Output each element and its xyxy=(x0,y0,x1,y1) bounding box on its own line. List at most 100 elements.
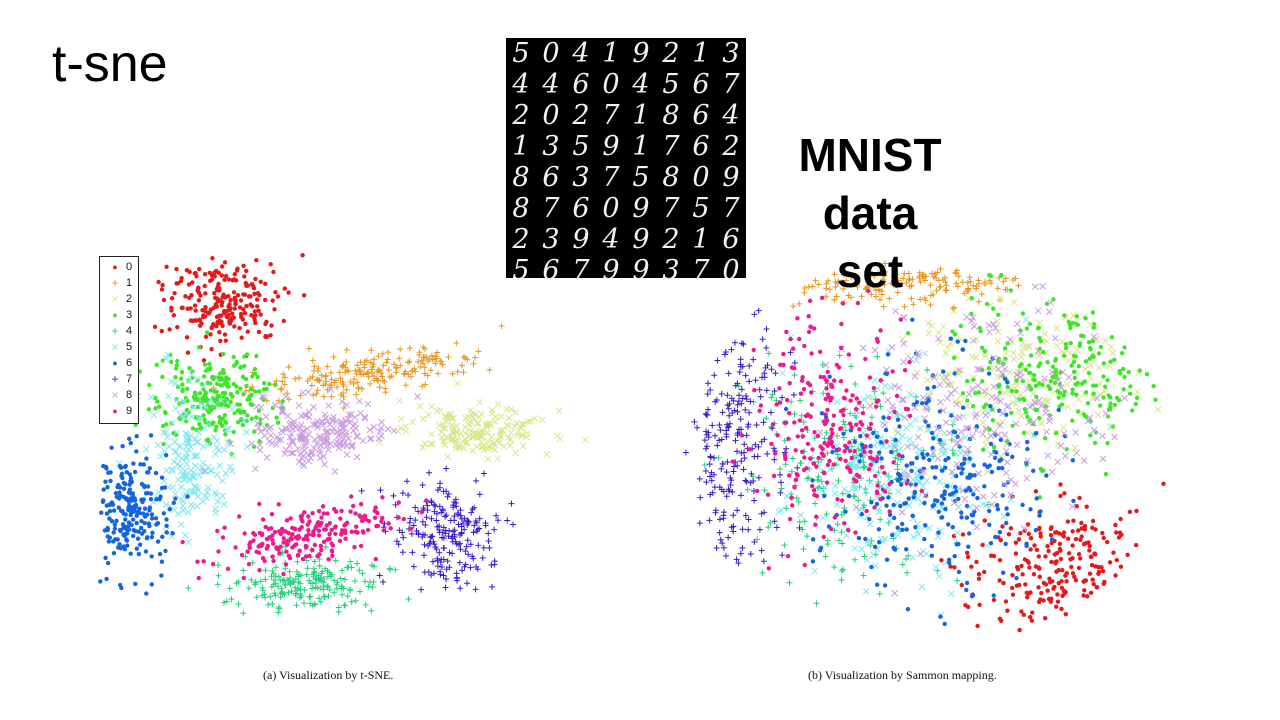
digit-sample: 2 xyxy=(512,224,530,255)
scatter-point-5 xyxy=(173,397,181,404)
scatter-point-8 xyxy=(1057,442,1065,450)
scatter-point-0 xyxy=(301,293,307,298)
scatter-point-6 xyxy=(163,453,169,458)
scatter-point-1 xyxy=(365,369,372,376)
scatter-point-3 xyxy=(1112,402,1118,408)
scatter-point-0 xyxy=(1073,536,1079,542)
scatter-point-7 xyxy=(432,502,439,509)
scatter-point-2 xyxy=(1102,337,1109,344)
scatter-point-6 xyxy=(938,614,943,619)
scatter-point-3 xyxy=(1064,447,1069,452)
scatter-point-4 xyxy=(271,590,278,597)
scatter-point-0 xyxy=(226,304,231,309)
scatter-point-9 xyxy=(825,407,830,413)
scatter-point-3 xyxy=(1033,407,1038,412)
scatter-point-0 xyxy=(1107,560,1113,565)
scatter-point-8 xyxy=(979,493,987,500)
scatter-point-3 xyxy=(261,381,267,386)
scatter-point-4 xyxy=(286,568,293,575)
scatter-point-6 xyxy=(153,516,159,521)
scatter-point-8 xyxy=(994,365,1002,373)
scatter-point-3 xyxy=(1106,393,1111,398)
scatter-point-1 xyxy=(382,385,389,392)
scatter-point-4 xyxy=(840,566,847,573)
scatter-point-5 xyxy=(184,508,192,516)
scatter-point-0 xyxy=(982,569,987,575)
scatter-point-9 xyxy=(363,517,369,522)
scatter-point-7 xyxy=(438,534,445,541)
scatter-point-0 xyxy=(186,282,192,287)
scatter-point-0 xyxy=(1076,552,1082,557)
scatter-point-9 xyxy=(375,510,380,516)
scatter-point-9 xyxy=(201,559,206,564)
scatter-point-6 xyxy=(998,437,1003,442)
scatter-point-0 xyxy=(1090,518,1096,524)
scatter-point-6 xyxy=(895,525,900,530)
scatter-point-2 xyxy=(429,440,436,448)
scatter-point-6 xyxy=(104,576,109,582)
scatter-point-0 xyxy=(1058,556,1064,562)
scatter-point-3 xyxy=(234,359,239,365)
scatter-point-0 xyxy=(180,305,185,310)
scatter-point-7 xyxy=(714,442,721,449)
scatter-point-3 xyxy=(1008,288,1014,293)
scatter-point-9 xyxy=(786,436,791,441)
scatter-point-4 xyxy=(795,499,802,506)
scatter-point-1 xyxy=(280,371,287,378)
scatter-point-5 xyxy=(194,493,202,500)
scatter-point-4 xyxy=(312,584,319,591)
scatter-point-7 xyxy=(428,515,435,522)
scatter-point-6 xyxy=(117,464,123,469)
scatter-point-3 xyxy=(991,306,996,311)
scatter-point-7 xyxy=(485,530,492,537)
scatter-point-3 xyxy=(976,390,982,395)
scatter-point-0 xyxy=(1061,530,1067,535)
scatter-point-9 xyxy=(216,549,221,554)
scatter-point-5 xyxy=(203,494,211,502)
scatter-point-0 xyxy=(183,294,188,299)
scatter-point-0 xyxy=(238,311,244,317)
scatter-point-9 xyxy=(358,515,364,520)
scatter-point-0 xyxy=(219,313,224,318)
scatter-point-0 xyxy=(1028,590,1033,595)
digit-sample: 0 xyxy=(542,38,560,69)
scatter-point-3 xyxy=(153,395,158,401)
scatter-point-3 xyxy=(1057,382,1062,387)
scatter-point-5 xyxy=(205,441,212,448)
scatter-point-8 xyxy=(946,429,953,437)
scatter-point-0 xyxy=(268,333,273,338)
scatter-point-1 xyxy=(427,367,434,374)
scatter-point-7 xyxy=(725,370,732,377)
scatter-point-9 xyxy=(316,509,322,514)
scatter-point-8 xyxy=(342,417,350,424)
scatter-point-4 xyxy=(277,577,284,584)
scatter-point-3 xyxy=(969,311,974,316)
scatter-point-1 xyxy=(416,351,423,358)
scatter-point-0 xyxy=(189,293,194,298)
digit-sample: 7 xyxy=(602,162,620,193)
scatter-point-4 xyxy=(763,415,770,422)
scatter-point-5 xyxy=(899,432,906,440)
scatter-point-7 xyxy=(510,521,517,528)
scatter-point-8 xyxy=(917,550,924,558)
scatter-point-3 xyxy=(971,404,976,409)
scatter-point-3 xyxy=(239,364,244,370)
scatter-point-2 xyxy=(582,436,589,444)
scatter-point-6 xyxy=(921,455,926,460)
scatter-point-7 xyxy=(742,372,749,379)
scatter-point-1 xyxy=(892,263,899,270)
digit-sample: 1 xyxy=(602,38,620,69)
scatter-point-3 xyxy=(1071,359,1077,365)
scatter-point-2 xyxy=(1082,365,1089,373)
scatter-point-0 xyxy=(255,304,260,309)
scatter-point-2 xyxy=(504,434,512,442)
scatter-point-9 xyxy=(868,421,874,427)
scatter-point-2 xyxy=(1002,350,1010,357)
scatter-point-7 xyxy=(773,524,780,531)
scatter-point-7 xyxy=(737,356,744,363)
scatter-point-5 xyxy=(177,468,185,475)
scatter-point-6 xyxy=(905,607,911,612)
scatter-point-2 xyxy=(1107,343,1115,351)
scatter-point-1 xyxy=(384,356,391,363)
scatter-point-6 xyxy=(859,512,864,517)
